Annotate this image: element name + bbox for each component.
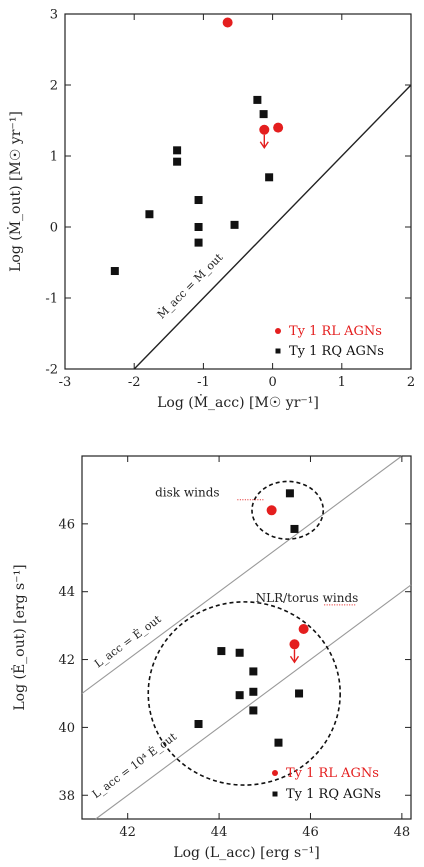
bottom-chart-x-axis-label: Log (L_acc) [erg s⁻¹] [173, 845, 319, 861]
top-chart-y-axis-label: Log (Ṁ_out) [M☉ yr⁻¹] [6, 111, 24, 272]
rq-point-6 [194, 238, 203, 247]
rq-point-5 [194, 223, 203, 231]
x-tick-label-2: -1 [197, 375, 210, 390]
rq-point-9 [194, 720, 203, 729]
rl-point-2 [273, 122, 284, 133]
rq-point-2 [217, 647, 226, 656]
x-tick-label-3: 48 [394, 825, 411, 840]
y-tick-label-0: 38 [58, 789, 75, 804]
unity-line [133, 84, 412, 370]
y-tick-label-5: 3 [50, 8, 58, 23]
rl-point-1 [289, 639, 300, 650]
rq-point-7 [249, 706, 258, 715]
top-chart-legend-rq-marker [275, 348, 281, 354]
bottom-chart-legend-rq-marker [272, 791, 278, 797]
relation-line-1e4 [95, 584, 412, 820]
y-tick-label-0: -2 [45, 363, 58, 378]
bottom-chart-annotation-nlr-torus-winds: NLR/torus winds [256, 591, 359, 605]
x-tick-label-0: 42 [119, 825, 136, 840]
top-chart-legend-rq-label: Ty 1 RQ AGNs [289, 344, 384, 359]
bottom-chart-legend-rq-label: Ty 1 RQ AGNs [286, 787, 381, 802]
rl-point-1 [259, 124, 270, 135]
rq-point-0 [285, 489, 294, 498]
y-tick-label-1: -1 [45, 292, 58, 307]
bottom-chart-plot-frame [81, 455, 412, 820]
rl-point-2 [298, 624, 309, 635]
rq-point-1 [290, 524, 299, 533]
top-chart-relation-line [133, 84, 412, 370]
top-chart-x-axis-label: Log (Ṁ_acc) [M☉ yr⁻¹] [157, 393, 319, 411]
x-tick-label-1: 44 [211, 825, 228, 840]
top-chart-plot-frame [64, 13, 412, 370]
rq-point-10 [265, 173, 274, 182]
rq-point-5 [249, 687, 258, 696]
x-tick-label-2: 46 [302, 825, 319, 840]
rl-point-0 [266, 505, 277, 516]
bottom-chart-relation-lines [81, 455, 412, 820]
rq-point-7 [230, 220, 239, 229]
bottom-chart-y-axis-label: Log (Ė_out) [erg s⁻¹] [10, 564, 28, 710]
y-tick-label-2: 42 [58, 653, 75, 668]
upper-limit-arrow-head [289, 655, 300, 664]
y-tick-label-2: 0 [50, 221, 58, 236]
bottom-chart-points [194, 489, 309, 747]
rq-point-0 [110, 267, 119, 276]
rq-point-2 [173, 146, 182, 155]
y-tick-label-3: 1 [50, 150, 58, 165]
rq-point-4 [194, 196, 203, 205]
x-tick-label-4: 1 [338, 375, 346, 390]
upper-limit-arrow-head [259, 141, 269, 149]
y-tick-label-3: 44 [58, 585, 75, 600]
bottom-chart-annotation-disk-winds: disk winds [155, 486, 219, 500]
ellipse-1 [147, 601, 341, 786]
top-chart-legend: Ty 1 RL AGNs Ty 1 RQ AGNs [275, 324, 384, 359]
x-tick-label-0: -3 [59, 375, 72, 390]
x-tick-label-1: -2 [128, 375, 141, 390]
rq-point-8 [295, 689, 304, 698]
top-chart-x-ticks: -3 -2 -1 0 1 2 [59, 14, 415, 390]
rq-point-9 [259, 110, 268, 119]
rq-point-6 [235, 691, 244, 700]
rq-point-8 [253, 95, 262, 104]
x-tick-label-5: 2 [407, 375, 415, 390]
relation-line-unity [81, 455, 403, 694]
y-tick-label-4: 2 [50, 79, 58, 94]
rl-point-0 [222, 17, 233, 28]
rq-point-3 [235, 648, 244, 657]
top-chart-y-ticks: -2 -1 0 1 2 3 [45, 8, 411, 378]
bottom-chart-legend: Ty 1 RL AGNs Ty 1 RQ AGNs [272, 766, 381, 802]
ellipse-0 [251, 480, 325, 540]
top-chart-legend-rl-marker [275, 328, 281, 334]
rq-point-1 [145, 210, 154, 219]
top-chart-legend-rl-label: Ty 1 RL AGNs [289, 324, 382, 339]
bottom-chart-x-ticks: 42 44 46 48 [119, 456, 410, 840]
bottom-chart-legend-rl-label: Ty 1 RL AGNs [286, 766, 379, 781]
bottom-chart-y-ticks: 38 40 42 44 46 [58, 517, 411, 804]
top-chart-points [110, 17, 284, 276]
y-tick-label-1: 40 [58, 721, 75, 736]
x-tick-label-3: 0 [268, 375, 276, 390]
bottom-chart-legend-rl-marker [272, 770, 278, 776]
rq-point-10 [274, 738, 283, 747]
rq-point-4 [249, 667, 258, 676]
bottom-chart-ellipses [147, 480, 357, 786]
rq-point-3 [173, 157, 182, 166]
y-tick-label-4: 46 [58, 517, 75, 532]
